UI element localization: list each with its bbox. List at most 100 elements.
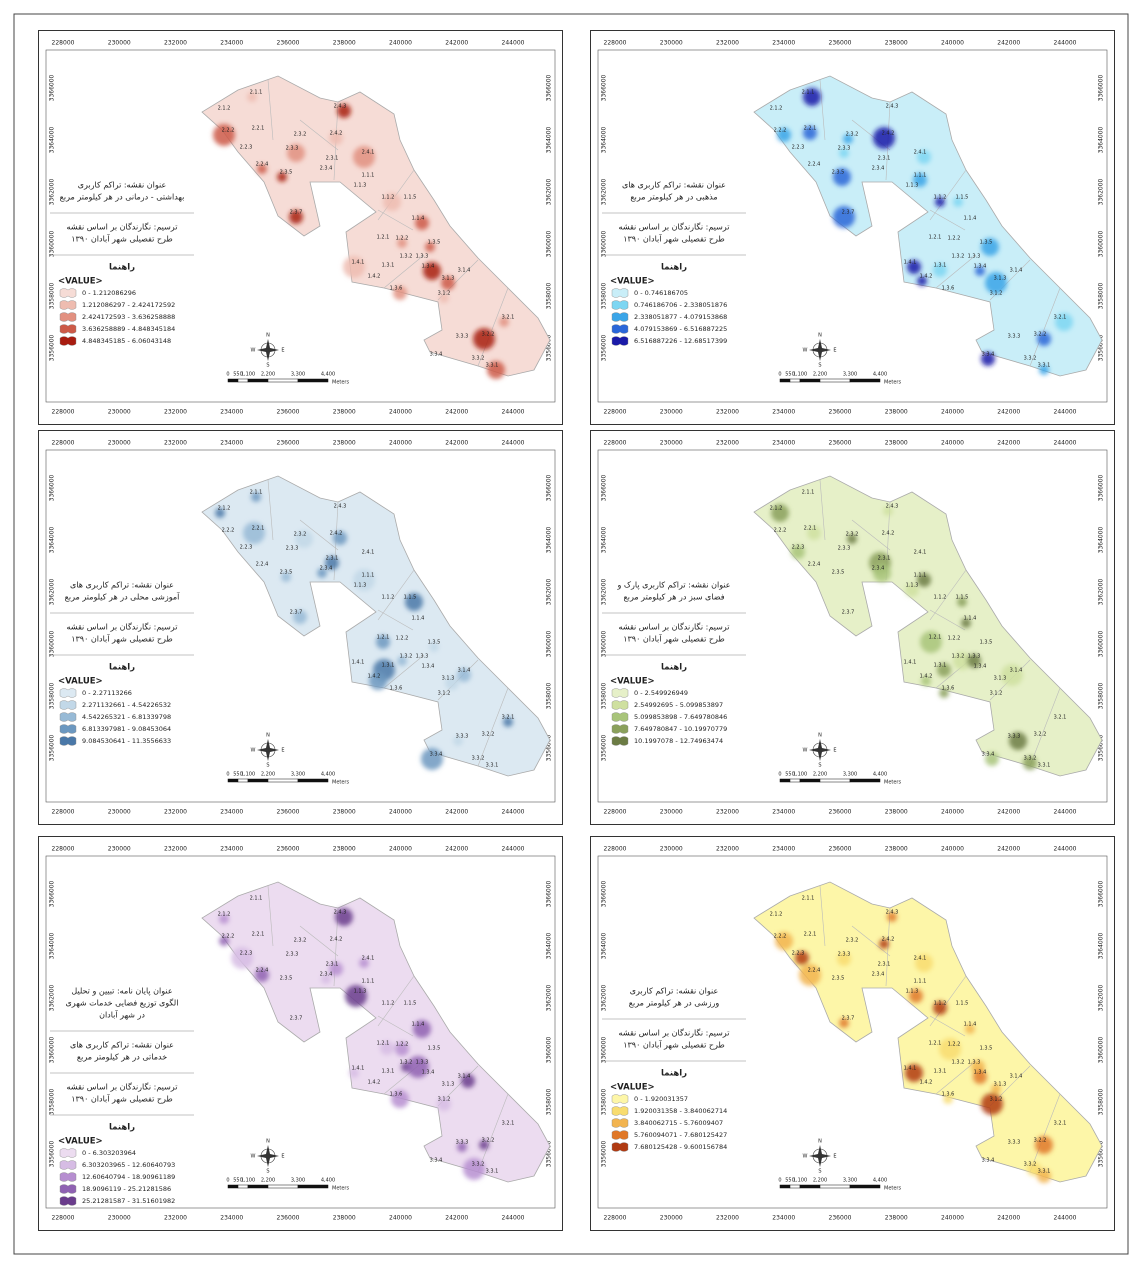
compass-letter: E <box>833 748 836 754</box>
x-coordinate: 230000 <box>108 809 131 816</box>
hotspot <box>499 317 509 327</box>
y-coordinate: 3364000 <box>601 126 608 153</box>
hotspot <box>873 127 895 149</box>
district-label: 2.4.3 <box>886 104 899 110</box>
hotspot <box>913 173 927 187</box>
hotspot <box>883 506 893 516</box>
scale-label: 4,400 <box>321 772 335 778</box>
map-title: عنوان نقشه: تراکم کاربری <box>630 987 718 996</box>
y-coordinate: 3358000 <box>1098 682 1105 709</box>
scale-label: 1,100 <box>241 372 255 378</box>
hotspot <box>803 126 817 140</box>
district-label: 1.1.2 <box>934 195 947 201</box>
district-border <box>819 885 826 947</box>
compass-star <box>809 739 831 761</box>
hotspot <box>917 276 927 286</box>
y-coordinate: 3358000 <box>49 282 56 309</box>
district-label: 3.3.2 <box>1024 756 1037 762</box>
district-label: 1.4.2 <box>368 274 381 280</box>
district-label: 1.1.2 <box>382 195 395 201</box>
x-coordinate: 244000 <box>1054 409 1077 416</box>
hotspot <box>391 1090 409 1108</box>
district-label: 1.3.4 <box>422 1070 435 1076</box>
legend-label: 6.516887226 - 12.68517399 <box>634 337 727 345</box>
credit: ترسیم: نگارندگان بر اساس نقشه <box>67 222 178 232</box>
y-coordinate: 3356000 <box>546 334 553 361</box>
district-label: 1.1.1 <box>914 173 927 179</box>
district-border <box>383 654 425 689</box>
district-label: 2.1.1 <box>802 490 815 496</box>
district-label: 3.3.4 <box>430 1158 443 1164</box>
compass-letter: S <box>818 363 821 369</box>
scale-segment <box>247 1184 269 1189</box>
credit: ترسیم: نگارندگان بر اساس نقشه <box>619 222 730 232</box>
x-coordinate: 234000 <box>772 1215 795 1222</box>
y-coordinate: 3360000 <box>546 630 553 657</box>
district-label: 2.3.7 <box>842 1016 855 1022</box>
district-label: 3.3.3 <box>1008 334 1021 340</box>
district-label: 1.3.5 <box>428 640 441 646</box>
scale-label: 0 <box>226 1178 229 1184</box>
district-label: 2.2.1 <box>252 932 265 938</box>
hotspot <box>359 958 369 968</box>
district-label: 1.3.4 <box>422 664 435 670</box>
scale-segment <box>789 1184 801 1189</box>
x-coordinate: 240000 <box>389 440 412 447</box>
hotspot <box>771 504 789 522</box>
credit: ترسیم: نگارندگان بر اساس نقشه <box>67 1082 178 1092</box>
district-border <box>299 119 339 151</box>
x-coordinate: 244000 <box>502 440 525 447</box>
x-coordinate: 244000 <box>1054 40 1077 47</box>
density-hotspots <box>213 92 509 379</box>
x-coordinate: 240000 <box>389 1215 412 1222</box>
map-frame <box>45 49 556 403</box>
y-coordinate: 3358000 <box>601 682 608 709</box>
hotspot <box>317 568 327 578</box>
district-label: 1.1.3 <box>354 989 367 995</box>
y-coordinate: 3366000 <box>49 474 56 501</box>
district-label: 1.2.2 <box>396 636 409 642</box>
legend-swatch <box>611 724 629 734</box>
district-label: 1.3.5 <box>428 240 441 246</box>
hotspot <box>295 530 313 548</box>
hotspot <box>833 206 855 228</box>
district-border <box>377 975 415 1027</box>
y-coordinate: 3358000 <box>546 282 553 309</box>
y-coordinate: 3360000 <box>1098 630 1105 657</box>
y-coordinate: 3364000 <box>546 526 553 553</box>
scale-label: 4,400 <box>321 1178 335 1184</box>
map-frame <box>597 49 1108 403</box>
x-coordinate: 242000 <box>997 1215 1020 1222</box>
district-label: 1.4.1 <box>904 660 917 666</box>
y-coordinate: 3364000 <box>546 932 553 959</box>
y-coordinate: 3366000 <box>1098 474 1105 501</box>
scale-label: 2,200 <box>261 1178 275 1184</box>
compass-letter: S <box>266 363 269 369</box>
district-label: 2.4.2 <box>882 937 895 943</box>
district-label: 1.3.3 <box>968 654 981 660</box>
hotspot <box>967 654 981 668</box>
district-label: 2.4.1 <box>914 550 927 556</box>
district-label: 1.3.4 <box>974 264 987 270</box>
x-coordinate: 238000 <box>333 1215 356 1222</box>
hotspot <box>423 262 441 280</box>
hotspot <box>981 238 999 256</box>
y-coordinate: 3364000 <box>601 526 608 553</box>
district-label: 2.2.2 <box>774 934 787 940</box>
credit: ترسیم: نگارندگان بر اساس نقشه <box>619 1028 730 1038</box>
x-coordinate: 238000 <box>333 440 356 447</box>
legend-label: 4.542265321 - 6.81339798 <box>82 713 171 721</box>
hotspot <box>289 210 303 224</box>
district-label: 2.2.1 <box>804 932 817 938</box>
district-border <box>377 609 414 631</box>
district-label: 2.3.4 <box>320 166 333 172</box>
hotspot <box>215 508 225 518</box>
y-coordinate: 3364000 <box>49 932 56 959</box>
district-border <box>929 975 967 1027</box>
hotspot <box>1037 1169 1051 1183</box>
hotspot <box>337 104 351 118</box>
hotspot <box>953 652 971 670</box>
district-label: 2.4.2 <box>330 937 343 943</box>
district-label: 3.2.2 <box>482 1138 495 1144</box>
map-title: مذهبی در هر کیلومتر مربع <box>630 193 717 202</box>
